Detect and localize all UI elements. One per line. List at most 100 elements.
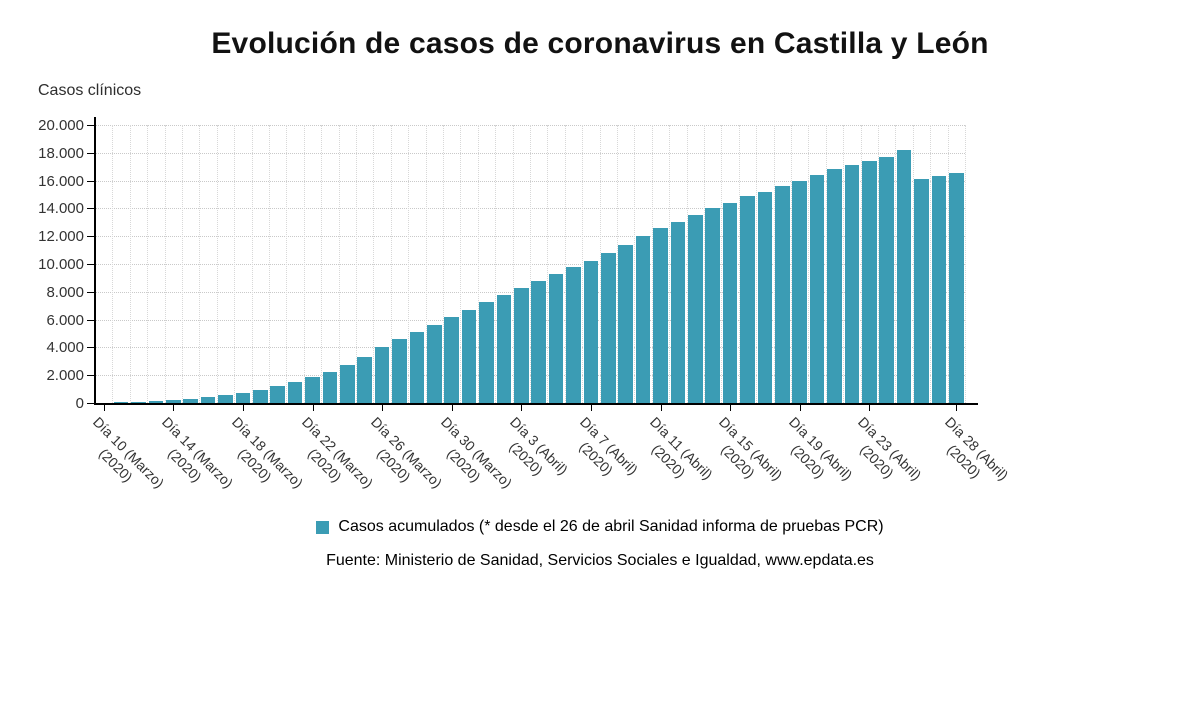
gridline-vertical [303, 125, 305, 403]
y-tick-label: 6.000 [46, 311, 84, 329]
y-tick-label: 0 [75, 395, 84, 412]
y-tick-mark [87, 319, 94, 321]
y-tick-mark [87, 403, 94, 404]
gridline-vertical [234, 125, 236, 403]
gridline-vertical [373, 125, 375, 403]
gridline-vertical [216, 125, 218, 403]
gridline-vertical [182, 125, 183, 403]
y-tick-label: 2.000 [46, 367, 84, 385]
bar [618, 244, 634, 403]
bar [600, 252, 616, 403]
y-tick-mark [87, 291, 94, 293]
x-tick-label: Día 22 (Marzo) (2020) [285, 413, 377, 505]
bar [426, 325, 442, 403]
gridline-vertical [756, 125, 758, 403]
gridline-vertical [460, 125, 462, 403]
gridline-vertical [825, 125, 827, 403]
bar [635, 236, 651, 403]
bar [740, 195, 755, 403]
x-tick-mark [869, 405, 871, 411]
gridline-vertical [356, 125, 357, 403]
gridline-vertical [651, 125, 653, 403]
bar [774, 186, 790, 403]
bar [148, 400, 164, 403]
x-tick-label: Día 30 (Marzo) (2020) [424, 413, 516, 505]
gridline-vertical [251, 125, 253, 403]
bar [531, 280, 547, 403]
x-tick-label: Día 19 (Abril) (2020) [772, 413, 856, 497]
bar [392, 339, 407, 403]
x-tick-mark [451, 405, 453, 411]
y-tick-mark [87, 347, 94, 349]
gridline-vertical [669, 125, 671, 403]
gridline-vertical [269, 125, 270, 403]
x-tick-mark [730, 405, 732, 411]
bar [844, 165, 860, 403]
gridline-vertical [860, 125, 862, 403]
x-tick-mark [242, 405, 244, 411]
gridline-vertical [512, 125, 514, 403]
gridline-vertical [425, 125, 427, 403]
bar [670, 222, 686, 403]
gridline-vertical [617, 125, 618, 403]
bar [722, 202, 738, 403]
bar [687, 215, 703, 403]
bar [479, 301, 494, 403]
x-tick-label: Día 11 (Abril) (2020) [633, 413, 716, 496]
gridline-vertical [686, 125, 688, 403]
gridline-vertical [147, 125, 149, 403]
y-tick-label: 18.000 [38, 144, 84, 162]
bar [705, 208, 721, 403]
bar [218, 395, 233, 403]
gridline-vertical [930, 125, 932, 403]
x-tick-mark [660, 405, 662, 411]
gridline-vertical [338, 125, 340, 403]
y-tick-label: 12.000 [38, 228, 84, 246]
gridline-vertical [564, 125, 566, 403]
gridline-vertical [878, 125, 879, 403]
gridline-vertical [599, 125, 601, 403]
chart-title: Evolución de casos de coronavirus en Cas… [211, 27, 989, 60]
bar [931, 176, 947, 403]
gridline-vertical [530, 125, 531, 403]
bar [757, 191, 773, 403]
x-tick-mark [382, 405, 384, 411]
bar [548, 273, 564, 403]
bar [200, 397, 216, 403]
x-tick-label: Día 23 (Abril) (2020) [842, 413, 926, 497]
gridline-vertical [738, 125, 740, 403]
x-tick-mark [799, 405, 801, 411]
y-tick-mark [87, 375, 94, 377]
bar [131, 401, 146, 403]
x-axis-line [94, 403, 978, 405]
gridline-vertical [112, 125, 114, 403]
gridline-vertical [477, 125, 479, 403]
x-tick-label: Día 7 (Abril) (2020) [563, 413, 642, 492]
gridline-vertical [721, 125, 723, 403]
bar [653, 227, 668, 403]
bar [252, 390, 268, 403]
y-tick-label: 14.000 [38, 200, 84, 218]
bar [513, 287, 529, 403]
bar [444, 316, 460, 403]
legend-swatch-icon [316, 520, 330, 534]
bar [461, 309, 477, 403]
gridline-vertical [912, 125, 914, 403]
bar [792, 180, 808, 403]
bar [357, 357, 373, 403]
bar [861, 161, 877, 403]
gridline-vertical [808, 125, 810, 403]
gridline-vertical [129, 125, 131, 403]
y-tick-mark [87, 208, 94, 210]
bar [322, 372, 338, 403]
y-tick-label: 10.000 [38, 256, 84, 273]
y-tick-mark [87, 236, 94, 238]
bar [496, 294, 512, 403]
x-tick-label: Día 15 (Abril) (2020) [702, 413, 786, 497]
source-attribution: Fuente: Ministerio de Sanidad, Servicios… [326, 552, 874, 569]
x-tick-mark [590, 405, 592, 411]
bar [566, 266, 581, 403]
y-axis-line [94, 117, 96, 405]
legend-label[interactable]: Casos acumulados (* desde el 26 de abril… [338, 518, 884, 535]
